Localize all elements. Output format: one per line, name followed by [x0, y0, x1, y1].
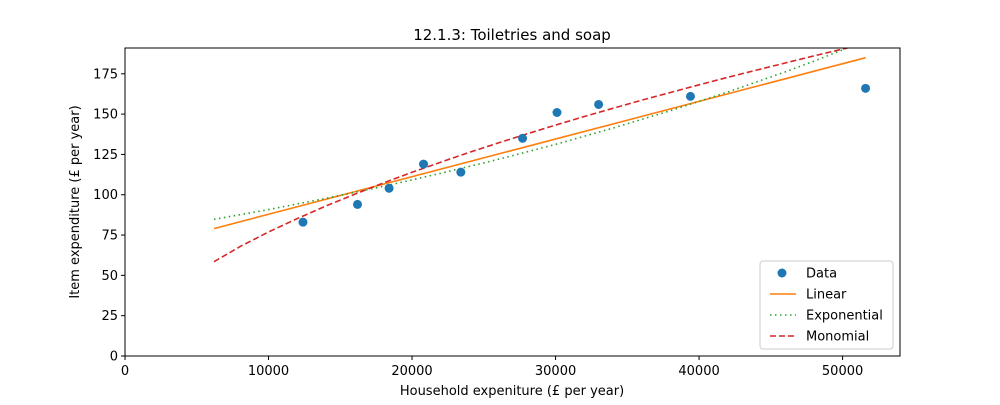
y-tick-label: 75 — [101, 229, 118, 244]
legend-label-linear: Linear — [806, 288, 847, 303]
data-point — [298, 217, 308, 227]
data-point — [384, 183, 394, 193]
y-tick-label: 125 — [93, 148, 118, 163]
plot-frame — [124, 47, 901, 357]
x-axis-ticks: 0 10000 20000 30000 40000 50000 — [121, 356, 863, 379]
legend-marker-data — [777, 268, 787, 278]
x-tick-label: 40000 — [678, 364, 719, 379]
exponential-fit-line — [213, 48, 850, 221]
legend-box — [759, 260, 894, 350]
data-point — [419, 159, 429, 169]
data-point — [594, 99, 604, 109]
data-point — [861, 83, 871, 93]
x-tick-label: 30000 — [535, 364, 576, 379]
series-layer — [213, 48, 866, 263]
y-tick-label: 50 — [101, 269, 118, 284]
data-point — [552, 108, 562, 118]
x-axis-label: Household expeniture (£ per year) — [400, 384, 624, 399]
legend-label-monomial: Monomial — [806, 330, 869, 345]
legend-label-exponential: Exponential — [806, 309, 883, 324]
data-point — [685, 91, 695, 101]
legend: Data Linear Exponential Monomial — [759, 260, 894, 350]
x-tick-label: 20000 — [391, 364, 432, 379]
x-tick-label: 0 — [121, 364, 129, 379]
y-tick-label: 150 — [93, 108, 118, 123]
data-point — [456, 167, 466, 177]
x-tick-label: 50000 — [822, 364, 863, 379]
data-point — [353, 199, 362, 209]
y-tick-label: 100 — [93, 188, 118, 203]
legend-label-data: Data — [806, 267, 837, 282]
data-point — [518, 133, 528, 143]
y-tick-label: 175 — [93, 67, 118, 82]
y-axis-label: Item expenditure (£ per year) — [68, 105, 83, 298]
linear-fit-line — [213, 56, 866, 230]
y-tick-label: 25 — [101, 309, 118, 324]
y-tick-label: 0 — [110, 350, 118, 365]
monomial-fit-line — [213, 48, 851, 263]
y-axis-ticks: 0 25 50 75 100 125 150 175 — [93, 67, 125, 365]
scatter-layer — [298, 83, 871, 227]
x-tick-label: 10000 — [248, 364, 289, 379]
chart-title: 12.1.3: Toiletries and soap — [413, 26, 611, 44]
